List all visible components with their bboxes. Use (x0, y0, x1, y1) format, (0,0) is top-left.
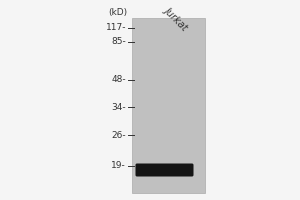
Text: Jurkat: Jurkat (163, 5, 190, 32)
Bar (132, 18, 205, 193)
Text: 48-: 48- (111, 75, 126, 84)
FancyBboxPatch shape (136, 164, 194, 176)
Text: 19-: 19- (111, 162, 126, 170)
Text: 34-: 34- (111, 102, 126, 112)
Text: 85-: 85- (111, 38, 126, 46)
Text: 26-: 26- (111, 130, 126, 140)
Text: 117-: 117- (106, 23, 126, 32)
Text: (kD): (kD) (108, 8, 128, 17)
